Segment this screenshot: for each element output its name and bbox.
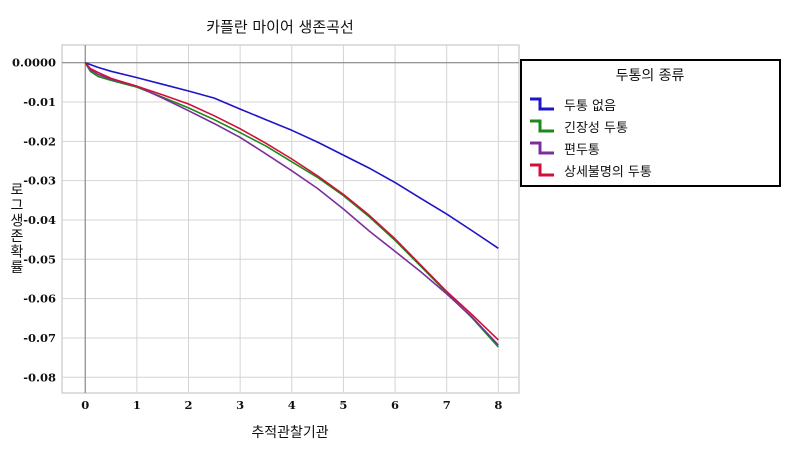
y-axis-title-char: 그 [11,198,24,214]
legend-label-1: 두통 없음 [564,99,616,114]
legend-label-2: 긴장성 두통 [564,121,628,136]
y-axis-title-char: 존 [11,229,24,245]
legend-box [520,59,781,187]
legend-swatch-1 [530,97,554,111]
chart-title: 카플란 마이어 생존곡선 [206,18,354,36]
x-tick-label: 5 [339,398,347,412]
y-axis-title-char: 생 [11,213,24,229]
y-tick-labels: 0.0000 -0.01 -0.02 -0.03 -0.04 -0.05 -0.06 -0.0… [12,56,56,385]
plot-area [61,44,520,394]
legend-swatch-4 [530,163,554,177]
x-tick-label: 1 [133,398,141,412]
x-tick-label: 2 [185,398,193,412]
series-line-1 [84,61,499,249]
legend-title: 두통의 종류 [616,68,685,84]
legend-swatch-2 [530,119,554,133]
x-tick-labels: 0 1 2 3 4 5 6 7 8 [81,398,502,412]
x-tick-label: 8 [494,398,502,412]
x-axis-title: 추적관찰기관 [251,425,328,441]
y-axis-title-char: 률 [11,260,24,276]
y-tick-label: -0.04 [23,213,56,227]
y-tick-label: -0.06 [23,292,56,306]
x-tick-label: 7 [443,398,451,412]
legend-label-3: 편두통 [564,143,600,158]
legend-label-4: 상세불명의 두통 [564,165,652,180]
x-tick-label: 3 [236,398,244,412]
y-tick-label: -0.02 [23,134,56,148]
y-tick-label: -0.03 [23,174,56,188]
y-tick-label: -0.05 [23,252,56,266]
series-line-4 [84,62,499,341]
reference-lines [62,45,519,393]
y-axis-title-char: 로 [11,182,24,198]
grid-lines [62,45,519,393]
legend-swatch-3 [530,141,554,155]
x-tick-label: 6 [391,398,399,412]
y-axis-title-char: 확 [11,244,24,260]
series-line-2 [84,62,499,348]
x-tick-label: 4 [288,398,296,412]
x-tick-label: 0 [81,398,89,412]
y-tick-label: -0.07 [23,331,56,345]
y-tick-label: -0.01 [23,95,56,109]
series-layer [84,61,499,348]
y-tick-label: 0.0000 [12,56,56,70]
y-tick-label: -0.08 [23,370,56,384]
